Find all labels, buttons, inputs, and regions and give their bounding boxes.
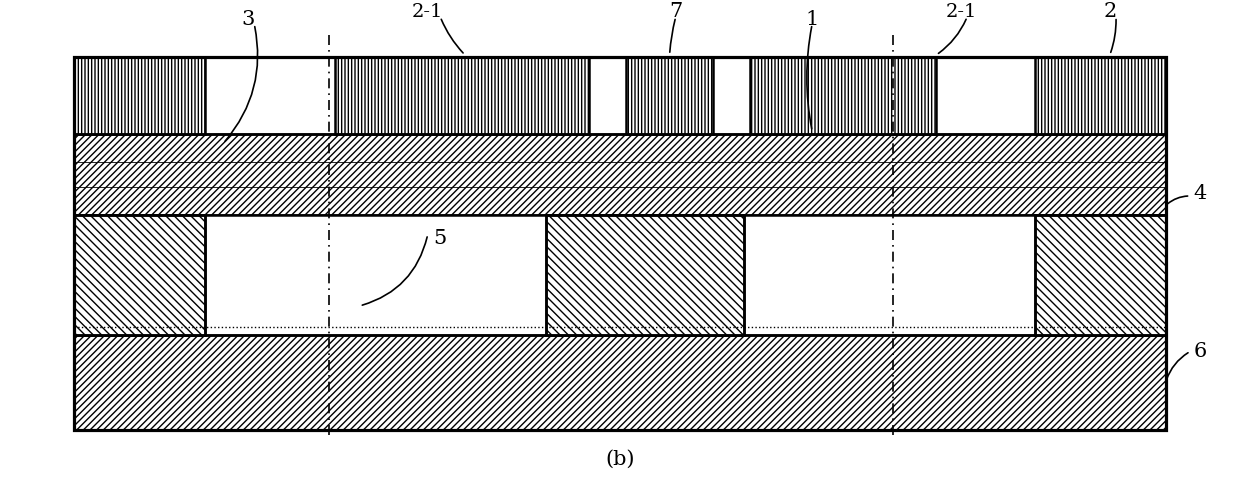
Text: 1: 1 <box>806 10 818 29</box>
Bar <box>335 57 589 134</box>
Bar <box>74 57 205 134</box>
Bar <box>546 215 744 335</box>
Text: (b): (b) <box>605 449 635 468</box>
Text: 4: 4 <box>1194 184 1207 203</box>
Text: 2-1: 2-1 <box>945 3 977 21</box>
Text: 2-1: 2-1 <box>412 3 444 21</box>
Text: 3: 3 <box>242 10 254 29</box>
Bar <box>744 215 1035 335</box>
Bar <box>74 134 1166 215</box>
Text: 7: 7 <box>670 2 682 22</box>
Bar <box>74 215 205 335</box>
Bar <box>74 57 1166 430</box>
Bar <box>74 335 1166 430</box>
Text: 2: 2 <box>1104 2 1116 22</box>
Bar <box>626 57 713 134</box>
Text: 6: 6 <box>1194 342 1207 361</box>
Bar <box>750 57 936 134</box>
Bar <box>1035 215 1166 335</box>
Bar <box>205 215 546 335</box>
Bar <box>1035 57 1166 134</box>
Text: 5: 5 <box>434 229 446 249</box>
